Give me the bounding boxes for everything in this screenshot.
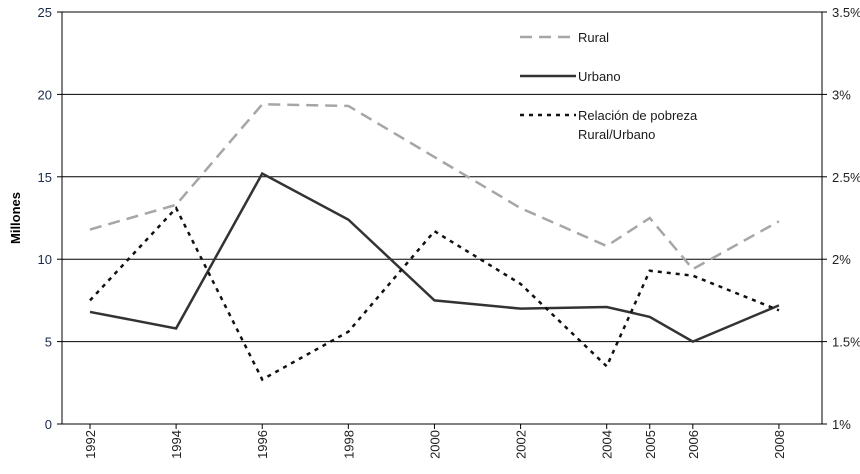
x-tick-label: 2005 xyxy=(643,430,658,459)
y2-tick-label: 3% xyxy=(832,87,851,102)
x-tick-label: 1992 xyxy=(83,430,98,459)
legend-label: Rural xyxy=(578,30,610,45)
y2-tick-label: 1% xyxy=(832,417,851,432)
series-line xyxy=(89,103,780,271)
series-line xyxy=(89,205,780,382)
legend-swatch xyxy=(520,74,576,78)
legend-item: Relación de pobreza Rural/Urbano xyxy=(520,106,760,144)
y2-tick-label: 1.5% xyxy=(832,335,860,350)
x-tick-label: 2000 xyxy=(427,430,442,459)
y-tick-label: 25 xyxy=(38,5,52,20)
y-tick-label: 0 xyxy=(45,417,52,432)
x-tick-label: 1996 xyxy=(255,430,270,459)
legend-swatch xyxy=(520,113,576,117)
x-tick-label: 2006 xyxy=(686,430,701,459)
x-tick-label: 1994 xyxy=(169,430,184,459)
x-tick-label: 2002 xyxy=(514,430,529,459)
y2-tick-label: 2% xyxy=(832,252,851,267)
legend-item: Rural xyxy=(520,28,760,47)
y-axis-title: Millones xyxy=(8,192,23,244)
legend: Rural Urbano Relación de pobreza Rural/Urb… xyxy=(520,28,760,164)
y2-tick-label: 2.5% xyxy=(832,170,860,185)
legend-label: Urbano xyxy=(578,69,621,84)
legend-item: Urbano xyxy=(520,67,760,86)
y-tick-label: 20 xyxy=(38,87,52,102)
x-tick-label: 1998 xyxy=(341,430,356,459)
legend-label: Relación de pobreza Rural/Urbano xyxy=(578,108,698,142)
x-tick-label: 2008 xyxy=(772,430,787,459)
y-tick-label: 5 xyxy=(45,335,52,350)
series-line xyxy=(89,171,780,343)
legend-swatch xyxy=(520,35,576,39)
y2-tick-label: 3.5% xyxy=(832,5,860,20)
y-tick-label: 15 xyxy=(38,170,52,185)
x-tick-label: 2004 xyxy=(600,430,615,459)
y-tick-label: 10 xyxy=(38,252,52,267)
